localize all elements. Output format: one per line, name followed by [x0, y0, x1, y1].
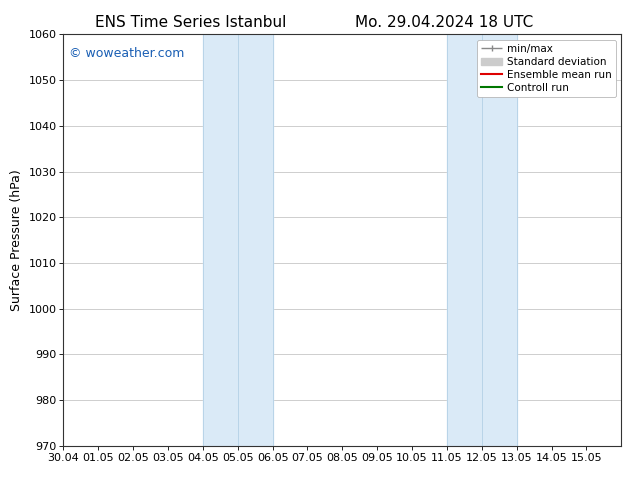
Legend: min/max, Standard deviation, Ensemble mean run, Controll run: min/max, Standard deviation, Ensemble me… [477, 40, 616, 97]
Bar [203, 34, 273, 446]
Text: ENS Time Series Istanbul: ENS Time Series Istanbul [94, 15, 286, 30]
Y-axis label: Surface Pressure (hPa): Surface Pressure (hPa) [10, 169, 23, 311]
Bar [447, 34, 517, 446]
Text: © woweather.com: © woweather.com [69, 47, 184, 60]
Text: Mo. 29.04.2024 18 UTC: Mo. 29.04.2024 18 UTC [354, 15, 533, 30]
